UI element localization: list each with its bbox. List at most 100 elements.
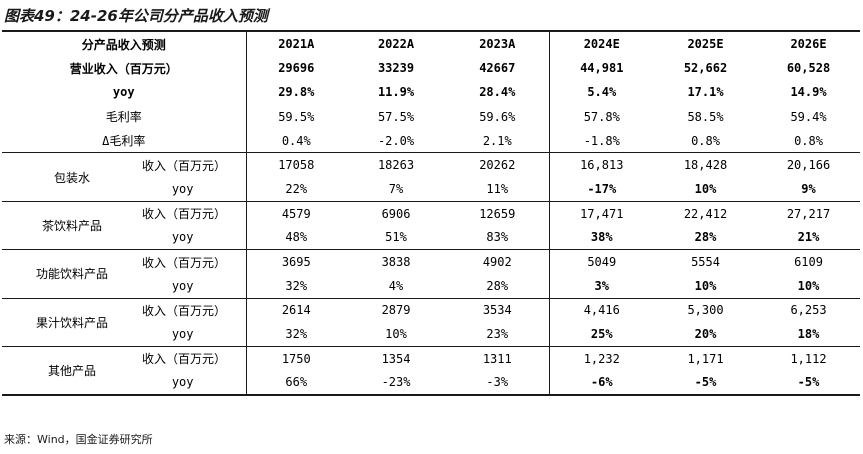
cell: 14.9%	[790, 85, 827, 100]
sub-label: 收入（百万元）	[142, 200, 247, 226]
segment-name: 功能饮料产品	[2, 249, 142, 299]
cell: 3534	[446, 297, 550, 323]
summary-row: Δ毛利率 0.4% -2.0% 2.1% -1.8% 0.8% 0.8%	[2, 128, 860, 153]
cell: 3695	[246, 249, 347, 274]
cell: 28.4%	[446, 80, 550, 105]
cell: 16,813	[549, 152, 655, 178]
sub-label: yoy	[142, 273, 247, 299]
cell: 58.5%	[687, 109, 724, 124]
cell: 48%	[285, 230, 308, 245]
sub-label: yoy	[142, 177, 247, 202]
cell: -17%	[587, 181, 617, 196]
cell: 83%	[446, 225, 550, 250]
year-header: 2021A	[278, 37, 315, 52]
cell: 3%	[594, 278, 609, 293]
sub-label: 收入（百万元）	[142, 297, 247, 323]
row-label: 营业收入（百万元）	[2, 56, 247, 81]
segment-yoy-row: yoy 32% 4% 28% 3% 10% 10%	[2, 273, 860, 299]
cell: 57.8%	[583, 109, 620, 124]
segment-yoy-row: yoy 48% 51% 83% 38% 28% 21%	[2, 225, 860, 250]
cell: 6,253	[757, 297, 861, 323]
cell: 29.8%	[278, 85, 315, 100]
source-note: 来源：Wind，国金证券研究所	[4, 433, 153, 446]
cell: 11%	[446, 177, 550, 202]
cell: 4%	[388, 278, 404, 293]
summary-row: 毛利率 59.5% 57.5% 59.6% 57.8% 58.5% 59.4%	[2, 104, 860, 129]
cell: 1311	[446, 345, 550, 371]
cell: 20,166	[757, 152, 861, 178]
top-rule	[2, 30, 860, 32]
cell: 20%	[694, 327, 717, 342]
cell: -2.0%	[377, 133, 415, 148]
cell: 21%	[797, 230, 820, 245]
cell: -6%	[549, 370, 655, 396]
segment-name: 包装水	[2, 152, 142, 202]
cell: 2.1%	[446, 128, 550, 153]
cell: 32%	[285, 327, 308, 342]
cell: 10%	[797, 278, 820, 293]
cell: 32%	[285, 278, 308, 293]
cell: 0.8%	[794, 133, 823, 148]
cell: 28%	[694, 230, 717, 245]
cell: 18%	[797, 327, 820, 342]
segment-name: 果汁饮料产品	[2, 297, 142, 347]
sub-label: 收入（百万元）	[142, 249, 247, 274]
segment-revenue-row: 包装水 收入（百万元） 17058 18263 20262 16,813 18,…	[2, 152, 861, 202]
segment-revenue-row: 果汁饮料产品 收入（百万元） 2614 2879 3534 4,416 5,30…	[2, 297, 861, 347]
cell: 4902	[446, 249, 550, 274]
cell: 4,416	[549, 297, 655, 323]
cell: 6109	[757, 249, 861, 274]
header-label: 分产品收入预测	[2, 32, 247, 57]
cell: 10%	[385, 327, 407, 342]
cell: 59.6%	[446, 104, 550, 129]
cell: -1.8%	[583, 133, 620, 148]
cell: 29696	[278, 61, 315, 76]
cell: 23%	[446, 322, 550, 347]
row-label: 毛利率	[2, 104, 247, 129]
cell: 10%	[694, 278, 717, 293]
cell: -3%	[446, 370, 550, 396]
cell: 59.5%	[278, 109, 315, 124]
row-label: yoy	[2, 80, 247, 105]
cell: 10%	[694, 181, 717, 196]
cell: 6906	[346, 200, 447, 226]
cell: 22,412	[654, 200, 758, 226]
cell: 17,471	[549, 200, 655, 226]
segment-revenue-row: 功能饮料产品 收入（百万元） 3695 3838 4902 5049 5554 …	[2, 249, 861, 299]
cell: 38%	[590, 230, 613, 245]
cell: 18263	[346, 152, 447, 178]
figure-title: 图表49：24-26年公司分产品收入预测	[4, 7, 268, 25]
segment-yoy-row: yoy 66% -23% -3% -6% -5% -5%	[2, 370, 861, 396]
cell: 25%	[590, 327, 613, 342]
cell: 22%	[285, 181, 308, 196]
cell: 27,217	[757, 200, 861, 226]
cell: 12659	[446, 200, 550, 226]
row-label: Δ毛利率	[2, 128, 247, 153]
cell: 1,112	[757, 345, 861, 371]
cell: 59.4%	[790, 109, 827, 124]
header-row: 分产品收入预测 2021A 2022A 2023A 2024E 2025E 20…	[2, 32, 860, 57]
cell: 2879	[346, 297, 447, 323]
year-header: 2025E	[687, 37, 724, 52]
cell: 7%	[388, 181, 404, 196]
sub-label: yoy	[142, 370, 247, 396]
sub-label: yoy	[142, 225, 247, 250]
cell: 28%	[446, 273, 550, 299]
cell: -23%	[346, 370, 447, 396]
sub-label: yoy	[142, 322, 247, 347]
cell: 42667	[446, 56, 550, 81]
summary-row: yoy 29.8% 11.9% 28.4% 5.4% 17.1% 14.9%	[2, 80, 860, 105]
cell: 18,428	[654, 152, 758, 178]
sub-label: 收入（百万元）	[142, 152, 247, 178]
segment-name: 其他产品	[2, 345, 142, 396]
cell: 1750	[246, 345, 347, 371]
summary-row: 营业收入（百万元） 29696 33239 42667 44,981 52,66…	[2, 56, 860, 81]
cell: 9%	[801, 181, 816, 196]
segment-yoy-row: yoy 32% 10% 23% 25% 20% 18%	[2, 322, 860, 347]
cell: 52,662	[683, 61, 728, 76]
year-header: 2023A	[446, 32, 550, 57]
cell: 1354	[346, 345, 447, 371]
cell: 3838	[346, 249, 447, 274]
cell: 17.1%	[687, 85, 724, 100]
segment-revenue-row: 其他产品 收入（百万元） 1750 1354 1311 1,232 1,171 …	[2, 345, 861, 396]
